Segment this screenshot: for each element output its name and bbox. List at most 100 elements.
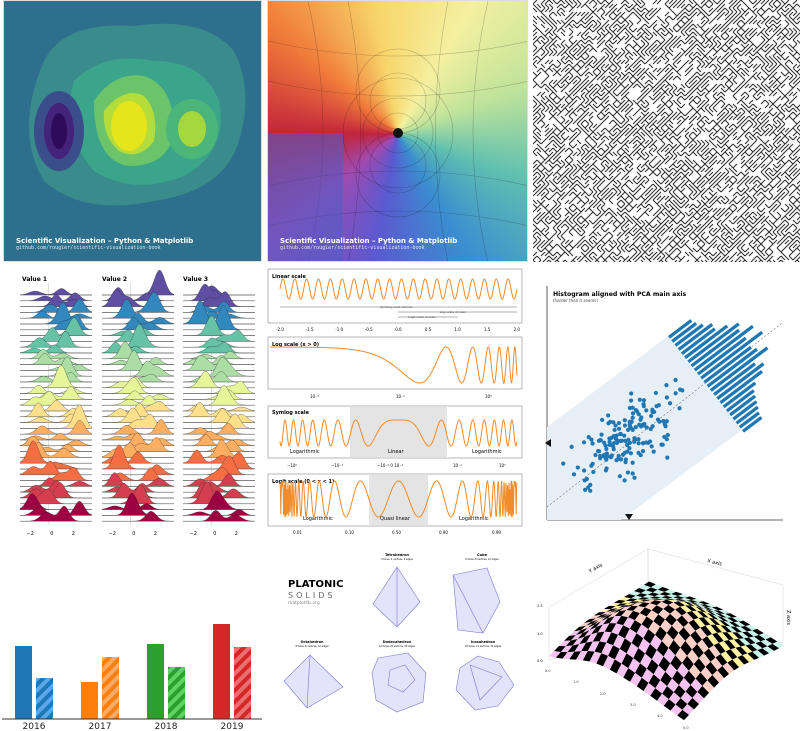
scatter-point (659, 442, 664, 447)
surface-cell (720, 625, 732, 633)
ridge-xtick: 2 (154, 531, 157, 535)
scale-curve (279, 419, 518, 447)
symlog-region-left: Logarithmic (290, 449, 320, 455)
surface-cell (743, 637, 756, 645)
ridge-title-3: Value 3 (183, 276, 208, 283)
platonic-solids-plot: PLATONIC SOLIDS matplotlib.org Tetrahedr… (283, 553, 515, 713)
x-axis-label: X axis (707, 558, 723, 568)
scatter-point (664, 383, 669, 388)
histogram-bar (680, 327, 716, 355)
symlog-tick: −10⁻² 0 10⁻² (377, 463, 403, 468)
surface-cell (695, 627, 707, 640)
surface-cell (702, 680, 714, 693)
bar-2019-solid (213, 624, 230, 719)
surface-cell (636, 677, 649, 691)
surface-cell (642, 594, 655, 599)
surface-cell (740, 645, 753, 654)
scatter-point (630, 415, 635, 420)
surface-cell (643, 599, 655, 604)
surface-cell (632, 599, 645, 602)
surface-cell (674, 598, 687, 601)
surface-cell (656, 597, 668, 600)
axis-marker-icon (625, 514, 633, 520)
scatter-point (664, 437, 669, 442)
histogram-bar (696, 336, 747, 376)
scatter-point (626, 437, 631, 443)
surface-cell (715, 624, 727, 633)
surface-cell (660, 671, 672, 687)
solid-name: Octahedron (300, 640, 324, 644)
surface-cell (675, 606, 687, 616)
surface-cell (721, 616, 734, 622)
surface-cell (705, 609, 717, 616)
surface-cell (631, 633, 644, 649)
surface-cell (650, 634, 662, 650)
surface-cell (628, 658, 640, 673)
scatter-point (630, 460, 635, 465)
scatter-point (625, 443, 630, 448)
solid-name: Cube (477, 553, 488, 557)
ridgeline-plot: Value 1 Value 2 Value 3 −2 0 2 −2 0 2 −2 0 2 (19, 269, 256, 535)
surface-cell (685, 635, 697, 650)
scales-plot: Linear scale SymLog scale domain Log sca… (267, 268, 523, 535)
surface-cell (772, 641, 784, 649)
surface-cell (708, 609, 720, 614)
surface-cell (652, 599, 665, 601)
scatter-point (664, 395, 669, 400)
surface-cell (661, 632, 674, 648)
surface-cell (717, 666, 729, 679)
bar-2016-solid (15, 646, 32, 719)
surface-cell (554, 645, 566, 652)
surface-cell (717, 632, 729, 642)
surface-cell (562, 651, 575, 660)
scatter-point (596, 449, 602, 454)
surface-cell (753, 634, 766, 642)
surface-cell (712, 632, 724, 643)
surface-cell (609, 659, 622, 674)
surface-cell (607, 608, 620, 614)
surface-cell (648, 674, 661, 689)
surface-cell (604, 610, 616, 617)
scatter-point (571, 472, 577, 477)
y-tick: 0.0 (545, 669, 551, 673)
surface-cell (610, 605, 623, 609)
symlog-tick: 10⁰ (499, 463, 506, 468)
platonic-solids-panel: PLATONIC SOLIDS matplotlib.org Tetrahedr… (270, 540, 530, 731)
surface-cell (668, 639, 681, 656)
histogram-bar (684, 324, 729, 360)
surface-cell (707, 674, 719, 688)
surface-cell (708, 617, 721, 626)
ridge-title-2: Value 2 (102, 276, 127, 283)
surface-cell (597, 613, 610, 620)
surface-cell (702, 636, 714, 649)
ridge-series (183, 467, 255, 481)
scatter-point (649, 413, 654, 419)
surface-cell (687, 649, 699, 665)
histogram-bar (709, 346, 769, 392)
surface-cell (737, 632, 749, 639)
scatter-point (613, 423, 618, 428)
linear-tick: -1.5 (306, 327, 314, 332)
surface-cell (624, 603, 636, 607)
scatter-point (606, 413, 611, 418)
surface-cell (681, 612, 694, 623)
histogram-bar (671, 322, 698, 343)
surface-cell (633, 648, 645, 664)
log-scale-axes: Log scale (x > 0) 10⁻² 10⁻¹ 10⁰ (267, 336, 523, 399)
scatter-point (632, 475, 637, 480)
surface-cell (639, 584, 651, 591)
surface-cell (715, 654, 728, 667)
scatter-point (636, 441, 641, 446)
surface-cell (720, 651, 733, 663)
surface-cell (745, 644, 758, 652)
surface-cell (752, 628, 764, 635)
scatter-point (622, 478, 627, 483)
scatter-point (603, 443, 608, 448)
scatter-point (561, 461, 566, 466)
surface-cell (747, 651, 759, 660)
scatter-point (590, 441, 595, 446)
surface-cell (604, 605, 616, 610)
surface-cell (722, 632, 734, 640)
ridge-xtick: 0 (50, 531, 53, 535)
surface-cell (755, 641, 768, 649)
